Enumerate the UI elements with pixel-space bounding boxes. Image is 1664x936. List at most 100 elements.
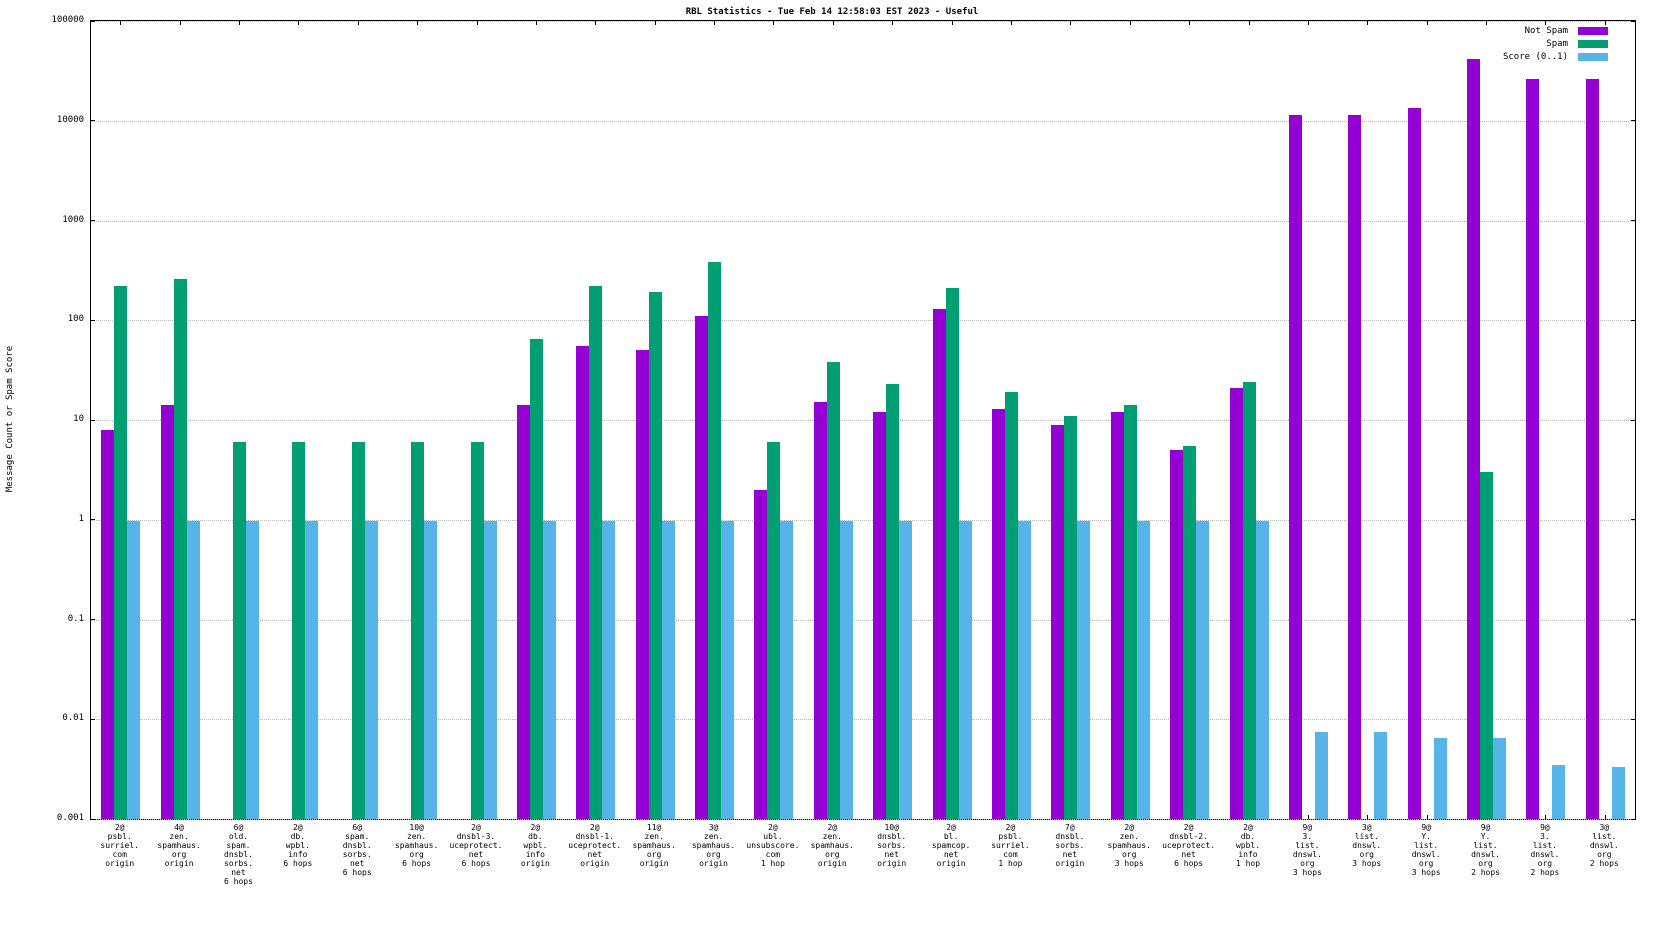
bar-not-spam — [101, 429, 115, 819]
x-tick-mark — [120, 21, 122, 25]
bar-spam — [708, 262, 722, 819]
x-category-label: 9@ 3. list. dnswl. org 2 hops — [1530, 823, 1560, 877]
x-category-label: 6@ spam. dnsbl. sorbs. net 6 hops — [342, 823, 372, 877]
bar-score-0-1 — [899, 521, 913, 819]
legend-swatch — [1578, 26, 1608, 35]
y-tick-mark — [91, 619, 95, 620]
x-category-label: 2@ db. wpbl. info 6 hops — [283, 823, 313, 868]
x-category-label: 7@ dnsbl. sorbs. net origin — [1055, 823, 1085, 868]
x-category-label: 2@ zen. spamhaus. org 3 hops — [1107, 823, 1151, 868]
x-category-label: 11@ zen. spamhaus. org origin — [632, 823, 676, 868]
x-tick-mark — [1189, 21, 1191, 25]
gridline — [91, 21, 1635, 22]
gridline — [91, 320, 1635, 322]
gridline — [91, 220, 1635, 222]
bar-spam — [1480, 472, 1494, 819]
y-tick-mark — [91, 818, 95, 820]
y-tick-label: 10000 — [56, 114, 84, 125]
x-category-label: 10@ dnsbl. sorbs. net origin — [877, 823, 907, 868]
legend-item: Spam — [1503, 37, 1608, 50]
gridline — [91, 819, 1635, 820]
y-tick-label: 1000 — [62, 214, 84, 225]
x-tick-mark — [1307, 815, 1309, 819]
bar-not-spam — [991, 408, 1005, 819]
bar-score-0-1 — [542, 521, 556, 819]
bar-not-spam — [1229, 387, 1243, 819]
x-tick-mark — [1367, 21, 1369, 25]
x-tick-mark — [832, 21, 834, 25]
x-category-label: 9@ 3. list. dnswl. org 3 hops — [1292, 823, 1322, 877]
gridline — [91, 420, 1635, 421]
bar-spam — [114, 286, 128, 819]
bar-score-0-1 — [1611, 767, 1625, 819]
bar-not-spam — [516, 405, 530, 819]
x-tick-mark — [654, 21, 656, 25]
bar-spam — [648, 292, 662, 819]
x-category-label: 2@ bl. spamcop. net origin — [931, 823, 971, 868]
y-tick-mark — [91, 319, 95, 321]
x-tick-mark — [1426, 21, 1428, 25]
x-category-label: 10@ zen. spamhaus. org 6 hops — [394, 823, 439, 868]
x-tick-mark — [1604, 815, 1606, 819]
bar-score-0-1 — [1017, 521, 1031, 819]
x-category-label: 3@ list. dnswl. org 2 hops — [1589, 823, 1619, 868]
x-category-label: 2@ dnsbl-1. uceprotect. net origin — [568, 823, 622, 868]
x-category-label: 4@ zen. spamhaus. org origin — [157, 823, 201, 868]
x-tick-mark — [1070, 21, 1072, 25]
bar-score-0-1 — [245, 521, 259, 819]
bar-spam — [351, 442, 365, 819]
y-tick-mark — [91, 120, 95, 122]
x-category-label: 9@ Y. list. dnswl. org 2 hops — [1471, 823, 1500, 877]
bar-not-spam — [813, 402, 827, 819]
bar-not-spam — [1526, 79, 1540, 819]
bar-score-0-1 — [1374, 731, 1388, 819]
bar-spam — [292, 442, 306, 819]
y-tick-mark — [1631, 519, 1635, 521]
bar-spam — [589, 286, 603, 819]
bar-score-0-1 — [780, 521, 794, 819]
bar-not-spam — [1348, 114, 1362, 819]
y-tick-label: 100 — [67, 314, 84, 325]
bar-not-spam — [1288, 114, 1302, 819]
bar-score-0-1 — [661, 521, 675, 819]
x-category-label: 2@ dnsbl-2. uceprotect. net 6 hops — [1162, 823, 1216, 868]
x-category-label: 6@ old. spam. dnsbl. sorbs. net 6 hops — [224, 823, 253, 886]
bar-score-0-1 — [1077, 521, 1091, 819]
bar-score-0-1 — [1136, 521, 1150, 819]
x-category-label: 3@ zen. spamhaus. org origin — [691, 823, 736, 868]
bar-not-spam — [873, 412, 887, 819]
x-tick-mark — [357, 21, 359, 25]
bar-spam — [1064, 415, 1078, 819]
y-tick-mark — [91, 519, 95, 521]
y-tick-mark — [1631, 120, 1635, 122]
y-tick-label: 1 — [78, 513, 84, 524]
x-category-label: 2@ db. wpbl. info 1 hop — [1235, 823, 1261, 868]
bar-not-spam — [1407, 107, 1421, 819]
y-tick-mark — [1631, 220, 1635, 221]
x-tick-mark — [773, 21, 775, 25]
y-tick-label: 10 — [73, 414, 84, 424]
x-tick-mark — [1248, 21, 1250, 25]
x-tick-mark — [179, 21, 181, 25]
gridline — [91, 120, 1635, 122]
gridline — [91, 519, 1635, 521]
x-tick-mark — [417, 21, 419, 25]
x-category-label: 2@ psbl. surriel. com 1 hop — [991, 823, 1030, 868]
bar-spam — [1123, 405, 1137, 819]
x-category-label: 2@ ubl. unsubscore. com 1 hop — [746, 823, 800, 868]
y-tick-mark — [1631, 619, 1635, 620]
x-tick-mark — [595, 21, 597, 25]
x-category-label: 2@ zen. spamhaus. org origin — [810, 823, 854, 868]
bar-score-0-1 — [127, 521, 141, 819]
bar-score-0-1 — [602, 521, 616, 819]
bar-not-spam — [695, 316, 709, 819]
bar-spam — [1183, 445, 1197, 819]
y-tick-label: 100000 — [51, 15, 84, 25]
bar-spam — [529, 338, 543, 819]
y-tick-label: 0.1 — [67, 613, 84, 624]
legend-label: Spam — [1546, 38, 1568, 49]
x-tick-mark — [951, 21, 953, 25]
bar-not-spam — [160, 405, 174, 819]
bar-score-0-1 — [483, 521, 497, 819]
